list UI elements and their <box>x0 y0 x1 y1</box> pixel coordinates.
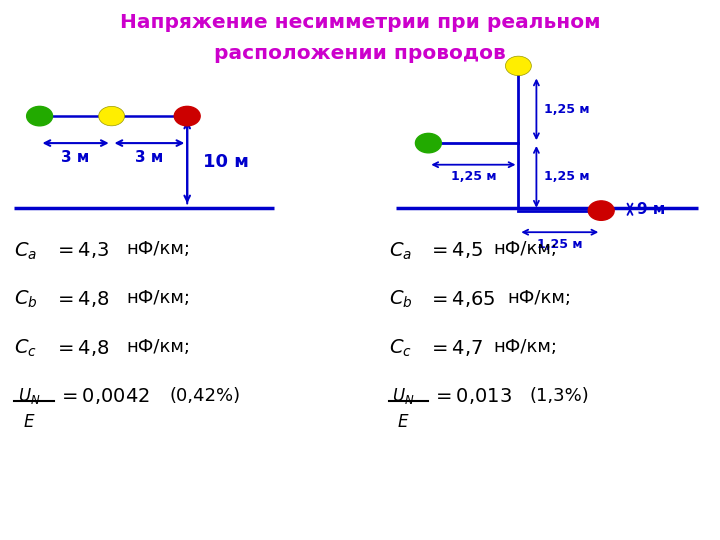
Text: 1,25 м: 1,25 м <box>544 103 589 116</box>
Text: $C_{c}$: $C_{c}$ <box>389 338 412 359</box>
Text: $E$: $E$ <box>23 413 35 431</box>
Text: $= 4{,}8$: $= 4{,}8$ <box>54 338 109 357</box>
Text: $C_{a}$: $C_{a}$ <box>14 240 37 261</box>
Circle shape <box>505 56 531 76</box>
Text: нФ/км;: нФ/км; <box>493 338 557 355</box>
Text: $= 0{,}0042$: $= 0{,}0042$ <box>58 386 150 406</box>
Text: 1,25 м: 1,25 м <box>544 170 589 184</box>
Circle shape <box>99 106 125 126</box>
Text: $= 4{,}5$: $= 4{,}5$ <box>428 240 484 260</box>
Text: $C_{a}$: $C_{a}$ <box>389 240 412 261</box>
Text: $E$: $E$ <box>397 413 410 431</box>
Text: $= 4{,}8$: $= 4{,}8$ <box>54 289 109 309</box>
Circle shape <box>415 133 441 153</box>
Text: нФ/км;: нФ/км; <box>126 338 190 355</box>
Text: (1,3%): (1,3%) <box>529 387 589 405</box>
Text: $= 4{,}7$: $= 4{,}7$ <box>428 338 484 357</box>
Text: 3 м: 3 м <box>135 150 163 165</box>
Text: $= 0{,}013$: $= 0{,}013$ <box>432 386 512 406</box>
Text: (0,42%): (0,42%) <box>169 387 240 405</box>
Text: $C_{b}$: $C_{b}$ <box>14 289 38 310</box>
Text: $C_{c}$: $C_{c}$ <box>14 338 37 359</box>
Text: $= 4{,}65$: $= 4{,}65$ <box>428 289 496 309</box>
Text: $C_{b}$: $C_{b}$ <box>389 289 413 310</box>
Text: 3 м: 3 м <box>61 150 90 165</box>
Text: Напряжение несимметрии при реальном: Напряжение несимметрии при реальном <box>120 14 600 32</box>
Text: нФ/км;: нФ/км; <box>493 240 557 258</box>
Text: 1,25 м: 1,25 м <box>537 238 582 251</box>
Text: 9 м: 9 м <box>637 202 665 217</box>
Circle shape <box>588 201 614 220</box>
Text: нФ/км;: нФ/км; <box>126 289 190 307</box>
Circle shape <box>174 106 200 126</box>
Circle shape <box>27 106 53 126</box>
Text: $U_{N}$: $U_{N}$ <box>18 386 40 406</box>
Text: $U_{N}$: $U_{N}$ <box>392 386 415 406</box>
Text: 10 м: 10 м <box>203 153 249 171</box>
Text: $= 4{,}3$: $= 4{,}3$ <box>54 240 109 260</box>
Text: нФ/км;: нФ/км; <box>508 289 572 307</box>
Text: нФ/км;: нФ/км; <box>126 240 190 258</box>
Text: 1,25 м: 1,25 м <box>451 170 496 183</box>
Text: расположении проводов: расположении проводов <box>214 44 506 63</box>
